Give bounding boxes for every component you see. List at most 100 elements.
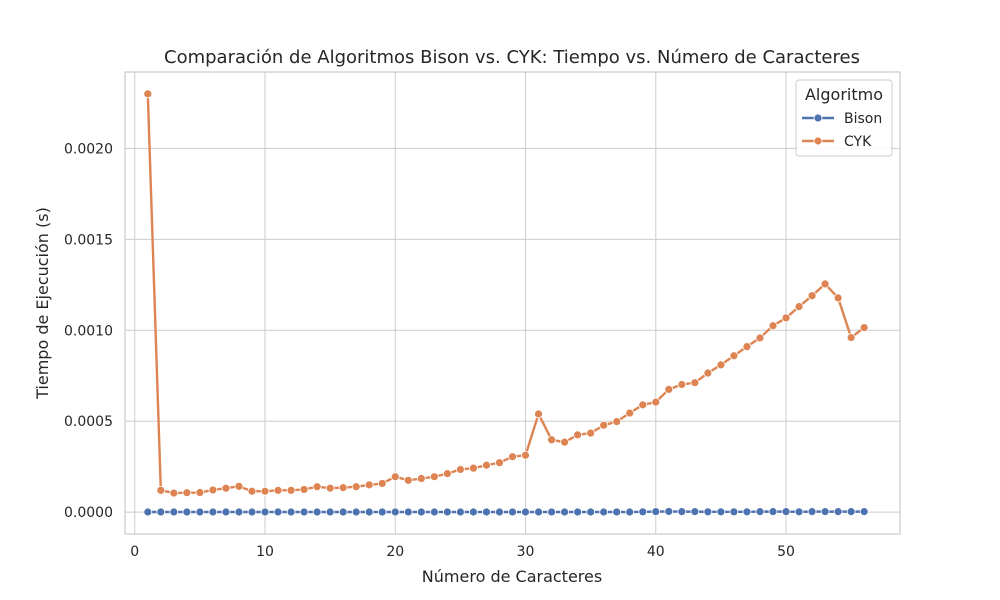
y-tick-label: 0.0015 [64, 232, 113, 248]
data-point-cyk [859, 323, 869, 332]
data-point-cyk [612, 417, 622, 426]
data-point-cyk [846, 333, 856, 342]
data-point-cyk [560, 437, 570, 447]
legend-title: Algoritmo [805, 85, 883, 104]
data-point-cyk [755, 333, 765, 343]
data-point-bison [403, 507, 413, 517]
data-point-bison [599, 507, 609, 517]
data-point-bison [221, 507, 231, 517]
series-cyk [143, 89, 869, 498]
x-tick-label: 0 [130, 544, 139, 560]
data-point-cyk [286, 485, 296, 495]
data-point-bison [794, 507, 804, 517]
data-point-bison [820, 507, 830, 517]
legend-box [795, 79, 893, 157]
data-point-bison [781, 507, 791, 517]
data-point-bison [455, 507, 465, 517]
data-point-bison [833, 507, 843, 517]
data-point-bison [677, 507, 687, 517]
data-point-cyk [390, 472, 400, 482]
data-point-cyk [325, 483, 335, 493]
data-point-bison [247, 507, 257, 517]
data-point-cyk [716, 360, 726, 370]
data-point-cyk [742, 342, 752, 352]
data-point-bison [377, 507, 387, 517]
data-point-cyk [729, 351, 739, 361]
data-point-bison [508, 507, 517, 517]
data-point-cyk [768, 321, 778, 331]
y-axis-label: Tiempo de Ejecución (s) [33, 207, 52, 400]
data-point-cyk [260, 486, 270, 496]
data-point-bison [338, 507, 348, 517]
data-point-cyk [377, 479, 387, 488]
data-point-cyk [169, 488, 179, 498]
data-point-bison [534, 507, 543, 517]
data-point-bison [286, 507, 296, 517]
data-point-cyk [599, 420, 609, 430]
legend-label-bison: Bison [844, 111, 882, 127]
data-point-bison [495, 507, 504, 517]
data-point-bison [260, 507, 270, 517]
data-point-cyk [820, 279, 830, 289]
legend-item-bison: Bison [802, 111, 882, 127]
data-point-cyk [469, 463, 478, 473]
x-tick-label: 40 [647, 544, 665, 560]
data-point-bison [469, 507, 478, 517]
data-point-cyk [651, 397, 661, 407]
data-point-cyk [573, 430, 583, 440]
data-point-cyk [351, 482, 361, 492]
data-point-bison [442, 507, 452, 517]
data-point-bison [612, 507, 622, 517]
data-point-cyk [234, 481, 244, 491]
x-tick-label: 50 [777, 544, 795, 560]
grid [125, 72, 900, 534]
legend-item-cyk: CYK [802, 134, 872, 150]
y-tick-label: 0.0020 [64, 141, 113, 157]
y-tick-label: 0.0000 [64, 505, 113, 521]
data-point-bison [547, 507, 556, 517]
data-point-cyk [807, 291, 817, 301]
legend-label-cyk: CYK [844, 134, 872, 150]
legend-marker-bison [813, 113, 823, 123]
legend-marker-cyk [813, 136, 823, 146]
data-point-bison [234, 507, 244, 517]
data-point-bison [703, 507, 713, 517]
y-tick-label: 0.0005 [64, 414, 113, 430]
data-point-bison [716, 507, 726, 517]
data-point-bison [742, 507, 752, 517]
data-point-cyk [833, 293, 843, 303]
data-point-bison [729, 507, 739, 517]
data-point-bison [312, 507, 322, 517]
data-point-cyk [455, 465, 465, 474]
data-point-cyk [299, 485, 309, 494]
data-point-cyk [508, 452, 517, 462]
data-point-bison [208, 507, 218, 517]
series-group [143, 89, 869, 517]
data-point-bison [351, 507, 361, 517]
data-point-bison [143, 507, 153, 517]
data-point-bison [325, 507, 335, 517]
data-point-bison [625, 507, 635, 517]
data-point-bison [846, 507, 856, 517]
data-point-cyk [547, 435, 556, 445]
data-point-cyk [781, 313, 791, 323]
data-point-cyk [364, 480, 374, 490]
data-point-bison [299, 507, 309, 517]
data-point-cyk [442, 469, 452, 479]
data-point-bison [195, 507, 205, 517]
series-line-cyk [146, 93, 865, 495]
data-point-cyk [638, 400, 648, 410]
data-point-bison [638, 507, 648, 517]
data-point-cyk [156, 485, 166, 495]
data-point-cyk [677, 380, 687, 389]
data-point-cyk [208, 485, 218, 495]
data-point-bison [664, 507, 674, 516]
series-bison [143, 507, 869, 517]
data-point-cyk [312, 482, 322, 492]
data-point-bison [273, 507, 283, 517]
data-point-cyk [182, 488, 192, 498]
data-point-cyk [429, 472, 439, 482]
legend-items: Bison CYK [802, 111, 882, 150]
data-point-cyk [586, 428, 596, 438]
